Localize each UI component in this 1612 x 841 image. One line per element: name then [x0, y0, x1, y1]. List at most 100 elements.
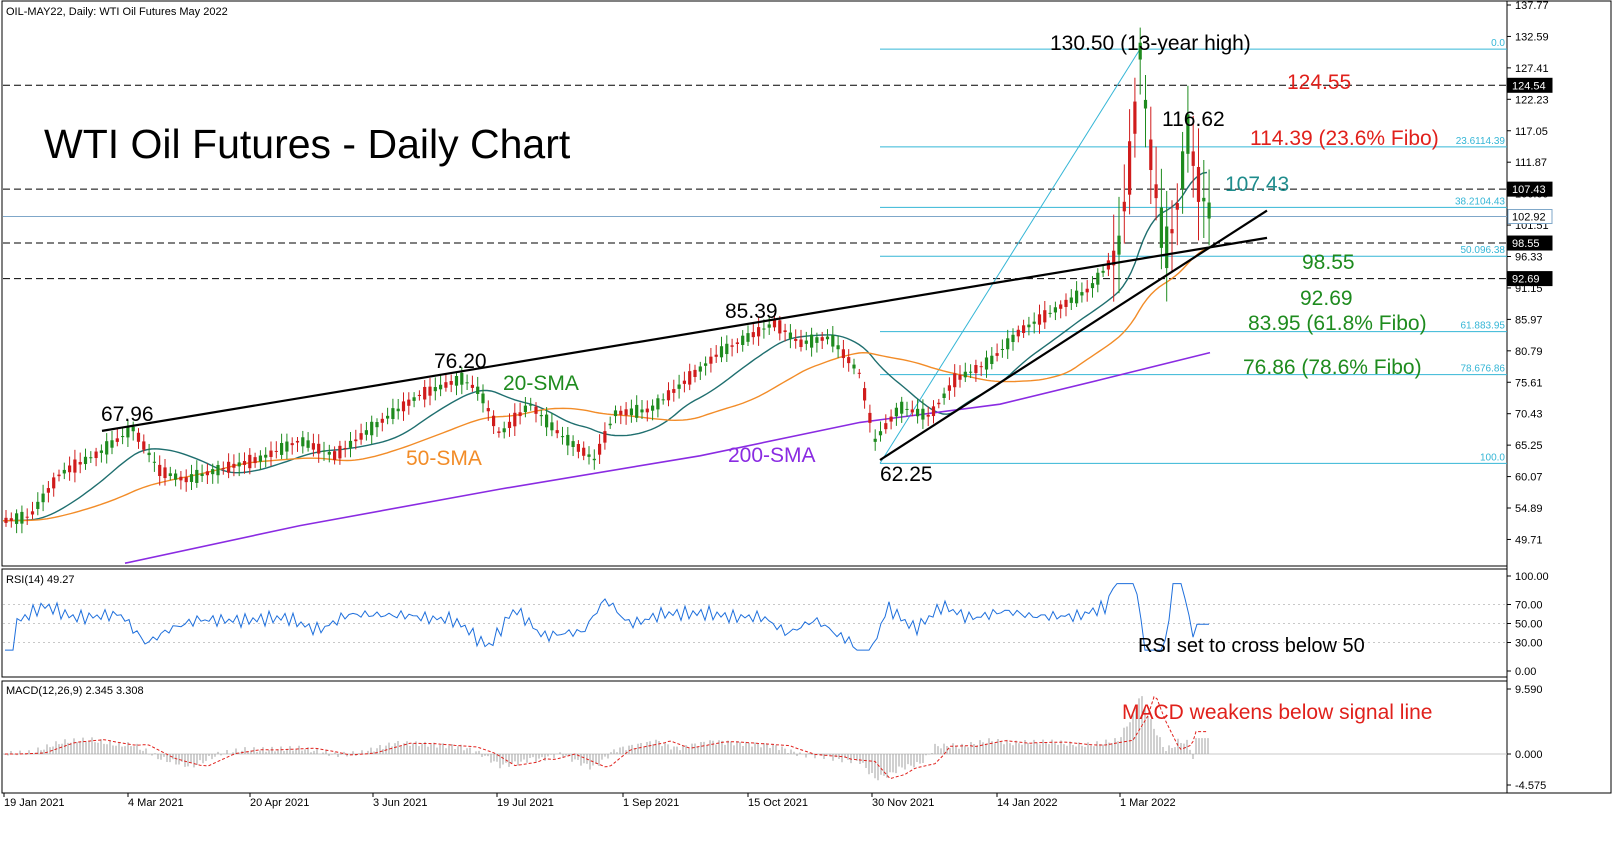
candle — [550, 413, 554, 437]
candle — [1037, 304, 1042, 334]
candle — [306, 432, 310, 452]
candle — [947, 377, 951, 400]
fibo-label-6: 100.0 — [1480, 452, 1505, 463]
annotation-13-year-high: 130.50 (13-year high) — [1050, 32, 1251, 55]
price-tag-label-3: 98.55 — [1512, 238, 1540, 250]
x-tick-label-3: 3 Jun 2021 — [373, 797, 427, 809]
price-tick-label-12: 75.61 — [1515, 377, 1543, 389]
rsi-tick-label-0: 100.00 — [1515, 571, 1549, 583]
candle — [269, 441, 273, 467]
candle — [327, 444, 331, 463]
candle — [423, 380, 427, 408]
x-tick-label-1: 4 Mar 2021 — [128, 797, 184, 809]
candle — [1143, 75, 1148, 148]
candle — [147, 443, 151, 463]
macd-tick-label-0: 9.590 — [1515, 684, 1543, 696]
candle — [624, 402, 628, 425]
candle — [301, 430, 305, 454]
candle — [1059, 300, 1063, 319]
candle — [216, 460, 220, 484]
candle — [794, 329, 798, 349]
candle — [73, 449, 77, 483]
candle — [788, 324, 792, 349]
candle — [587, 446, 591, 465]
candle — [1112, 214, 1116, 302]
price-tick-label-17: 49.71 — [1515, 534, 1543, 546]
candle — [810, 327, 814, 357]
annotation-116-62: 116.62 — [1162, 108, 1225, 131]
candle — [974, 359, 978, 382]
candle — [1064, 293, 1068, 317]
candle — [142, 434, 146, 454]
candle — [126, 420, 130, 447]
x-tick-label-6: 15 Oct 2021 — [748, 797, 808, 809]
candle — [242, 452, 247, 474]
candle — [78, 452, 82, 474]
candle — [333, 446, 337, 465]
candle — [900, 396, 904, 423]
candle — [221, 461, 225, 475]
rsi-annotation: RSI set to cross below 50 — [1138, 635, 1365, 657]
candle — [68, 456, 72, 481]
price-tick-label-2: 127.41 — [1515, 63, 1549, 75]
rsi-title: RSI(14) 49.27 — [6, 574, 74, 586]
candle — [958, 365, 962, 388]
candle — [1043, 300, 1047, 329]
candle — [280, 433, 284, 460]
candle — [704, 356, 708, 376]
candle — [274, 441, 278, 459]
candle — [619, 405, 623, 425]
candle — [852, 358, 856, 375]
candle — [841, 339, 845, 368]
candle — [730, 338, 734, 357]
candle — [693, 364, 697, 383]
candle — [523, 396, 527, 418]
rsi-tick-label-4: 0.00 — [1515, 666, 1536, 678]
candle — [163, 459, 167, 486]
candle — [1011, 328, 1015, 351]
annotation-fibo-61-8: 83.95 (61.8% Fibo) — [1248, 312, 1427, 335]
x-tick-label-0: 19 Jan 2021 — [4, 797, 65, 809]
fibo-label-0: 0.0 — [1491, 38, 1505, 49]
candle — [884, 414, 888, 434]
candle — [799, 329, 803, 352]
symbol-line: OIL-MAY22, Daily: WTI Oil Futures May 20… — [6, 6, 228, 18]
macd-tick-label-2: -4.575 — [1515, 780, 1546, 792]
candle — [1048, 305, 1052, 318]
candle — [1181, 131, 1185, 214]
candle — [36, 492, 40, 516]
candle — [566, 426, 570, 456]
annotation-85-39: 85.39 — [725, 300, 778, 323]
candle — [571, 435, 575, 457]
candle — [227, 453, 231, 479]
price-tick-label-8: 96.33 — [1515, 252, 1543, 264]
candle — [836, 335, 840, 358]
candle — [433, 377, 437, 401]
candle — [89, 451, 93, 463]
candle — [1186, 85, 1190, 173]
candle — [783, 323, 787, 342]
candle — [555, 420, 559, 439]
candle — [407, 392, 411, 415]
candle — [502, 421, 506, 439]
candle — [714, 345, 718, 363]
candle — [698, 361, 702, 380]
candle — [518, 402, 522, 425]
candle — [677, 374, 681, 399]
candle — [354, 429, 358, 450]
candle — [1138, 27, 1142, 95]
annotation-62-25: 62.25 — [880, 463, 933, 486]
candle — [174, 469, 178, 487]
candle — [258, 450, 262, 470]
candle — [348, 431, 353, 458]
candle — [52, 472, 56, 497]
candle — [645, 400, 649, 422]
x-tick-label-7: 30 Nov 2021 — [872, 797, 934, 809]
candle — [778, 316, 782, 341]
candle — [83, 448, 88, 470]
candle — [534, 402, 538, 423]
candle — [439, 375, 443, 397]
label-20-sma: 20-SMA — [503, 372, 579, 395]
candle — [211, 463, 215, 484]
candle — [444, 373, 448, 392]
